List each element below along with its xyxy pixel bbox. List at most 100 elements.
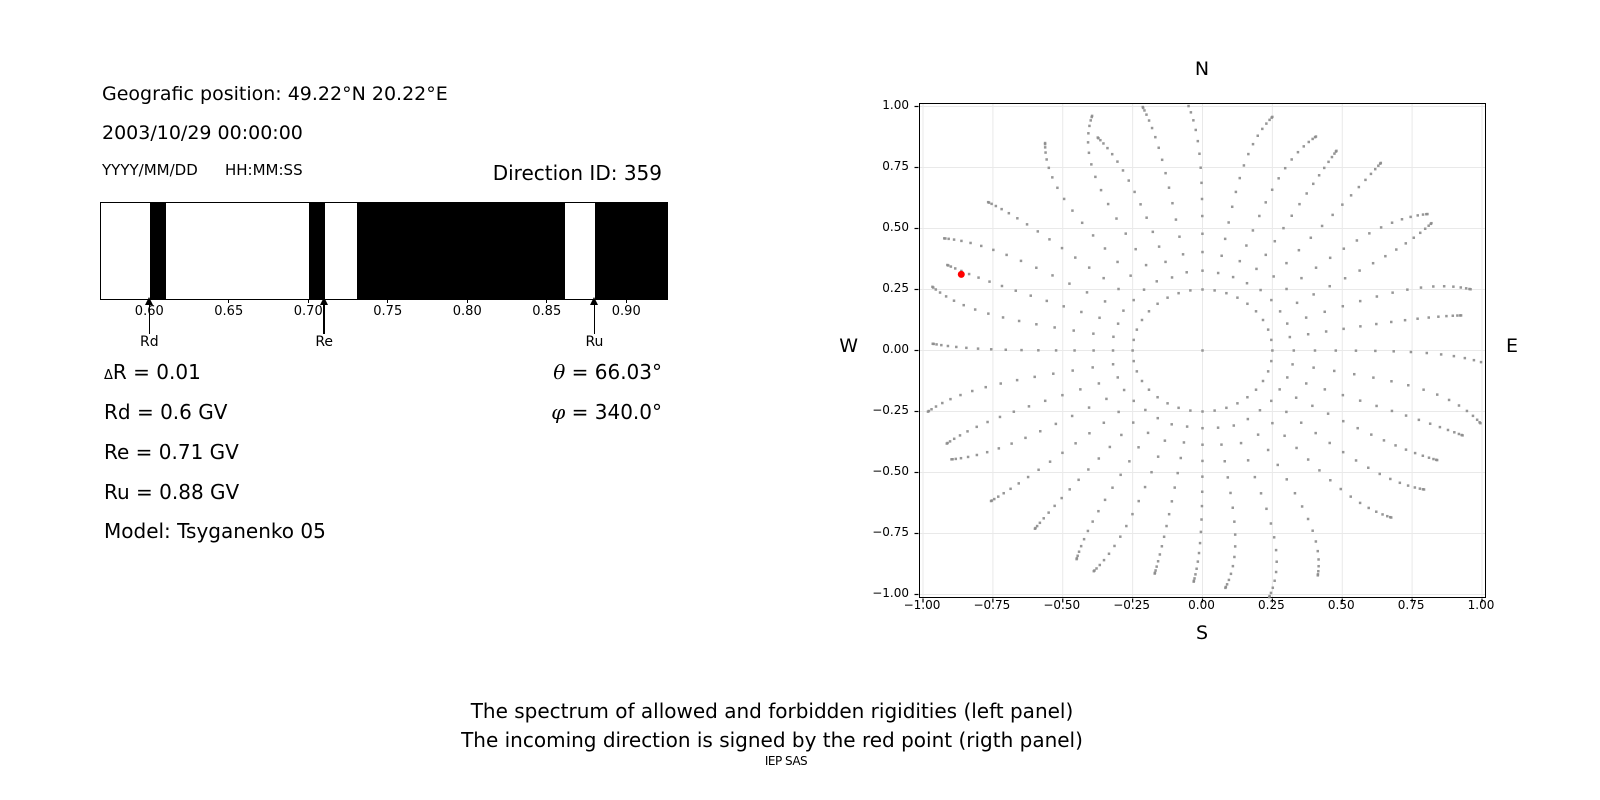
- direction-dot: [1201, 250, 1204, 254]
- direction-dot: [1422, 488, 1426, 491]
- direction-dot: [1288, 335, 1292, 339]
- direction-dot: [1314, 135, 1318, 138]
- direction-dot: [1213, 289, 1216, 292]
- direction-dot: [1428, 422, 1432, 425]
- direction-dot: [1167, 186, 1171, 189]
- direction-dot: [1113, 544, 1116, 548]
- direction-dot: [1242, 164, 1246, 167]
- direction-dot: [1147, 388, 1151, 391]
- direction-dot: [1292, 349, 1296, 352]
- direction-dot: [1452, 285, 1455, 288]
- direction-dot: [1278, 388, 1281, 391]
- forbidden-band: [356, 203, 566, 299]
- direction-dot: [1007, 211, 1011, 215]
- direction-dot: [1005, 253, 1008, 257]
- direction-dot: [1390, 221, 1394, 224]
- direction-dot: [1087, 266, 1091, 269]
- direction-dot: [1261, 318, 1265, 322]
- axis-tick-label: 0.85: [532, 304, 562, 319]
- direction-dot: [1254, 310, 1258, 313]
- direction-dot: [1447, 398, 1451, 402]
- axis-tick: [228, 299, 230, 303]
- direction-dot: [1033, 527, 1037, 530]
- direction-dot: [1227, 578, 1231, 582]
- x-axis-tick-label: −1.00: [903, 598, 941, 612]
- axis-tick: [307, 299, 309, 303]
- direction-dot: [1076, 554, 1079, 558]
- compass-east-label: E: [1506, 335, 1519, 357]
- direction-dot: [1375, 295, 1379, 298]
- direction-dot: [1098, 316, 1101, 320]
- direction-dot: [1141, 105, 1145, 109]
- direction-dot: [952, 238, 956, 241]
- direction-dot: [1195, 567, 1198, 570]
- direction-dot: [1418, 231, 1422, 235]
- direction-dot: [1185, 425, 1189, 428]
- direction-dot: [1234, 190, 1238, 194]
- direction-dot: [1197, 551, 1201, 555]
- direction-dot: [1196, 139, 1200, 143]
- direction-dot: [1010, 442, 1013, 445]
- direction-dot: [1200, 197, 1204, 201]
- direction-dot: [1044, 151, 1047, 154]
- direction-dot: [1254, 388, 1258, 391]
- direction-dot: [1358, 399, 1362, 402]
- direction-dot: [990, 202, 993, 206]
- direction-dot: [1342, 327, 1345, 331]
- direction-dot: [1047, 511, 1050, 514]
- direction-dot: [1192, 119, 1195, 122]
- direction-dot: [1156, 560, 1160, 563]
- direction-dot: [1009, 487, 1012, 491]
- direction-dot: [1261, 127, 1264, 131]
- direction-dot: [1312, 182, 1315, 186]
- direction-dot: [1000, 207, 1003, 211]
- direction-dot: [1048, 238, 1051, 241]
- direction-dot: [1077, 550, 1081, 553]
- direction-dot: [1314, 266, 1318, 269]
- direction-dot: [1187, 104, 1190, 108]
- direction-dot: [1106, 146, 1109, 150]
- x-axis-tick-label: 0.50: [1327, 598, 1355, 612]
- direction-dot: [1000, 284, 1004, 288]
- direction-dot: [1146, 431, 1150, 435]
- direction-dot: [1285, 261, 1288, 265]
- direction-dot: [1233, 545, 1237, 548]
- direction-dot: [1233, 520, 1236, 523]
- direction-dot: [1091, 366, 1094, 369]
- direction-dot: [1200, 518, 1203, 521]
- marker-label: Rd: [139, 334, 159, 350]
- direction-dot: [1137, 499, 1140, 503]
- y-axis-tick-label: 0.25: [882, 280, 909, 295]
- direction-dot: [1092, 332, 1095, 335]
- forbidden-band: [595, 203, 667, 299]
- direction-dot: [1317, 558, 1320, 561]
- direction-dot: [986, 200, 990, 204]
- direction-dot: [979, 244, 983, 248]
- direction-dot: [1283, 166, 1287, 170]
- y-axis-tick-label: 0.00: [882, 341, 909, 356]
- direction-dot: [965, 346, 968, 350]
- direction-dot: [1421, 213, 1425, 216]
- direction-dot: [1173, 486, 1176, 489]
- direction-dot: [1328, 256, 1332, 260]
- axis-tick-label: 0.70: [293, 304, 323, 319]
- direction-dot: [1134, 247, 1137, 251]
- direction-dot: [975, 425, 978, 429]
- direction-dot: [1166, 402, 1169, 405]
- direction-dot: [1020, 348, 1023, 352]
- direction-dot: [1367, 506, 1370, 510]
- direction-dot: [1276, 463, 1279, 467]
- direction-dot: [1192, 580, 1195, 583]
- direction-dot: [1384, 254, 1387, 258]
- direction-dot: [985, 450, 989, 454]
- direction-dot: [931, 285, 934, 289]
- direction-dot: [1465, 409, 1469, 413]
- direction-dot: [1377, 164, 1380, 167]
- direction-dot: [944, 295, 948, 298]
- time-format-label: HH:MM:SS: [225, 161, 303, 179]
- direction-dot: [1238, 259, 1242, 263]
- direction-dot: [1456, 314, 1459, 317]
- direction-dot: [1427, 316, 1430, 319]
- direction-dot: [1268, 118, 1271, 122]
- direction-dot: [1102, 421, 1106, 425]
